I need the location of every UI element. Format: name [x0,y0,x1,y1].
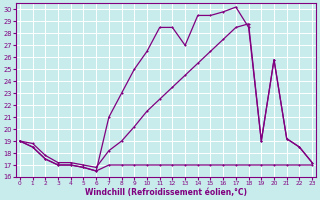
X-axis label: Windchill (Refroidissement éolien,°C): Windchill (Refroidissement éolien,°C) [85,188,247,197]
